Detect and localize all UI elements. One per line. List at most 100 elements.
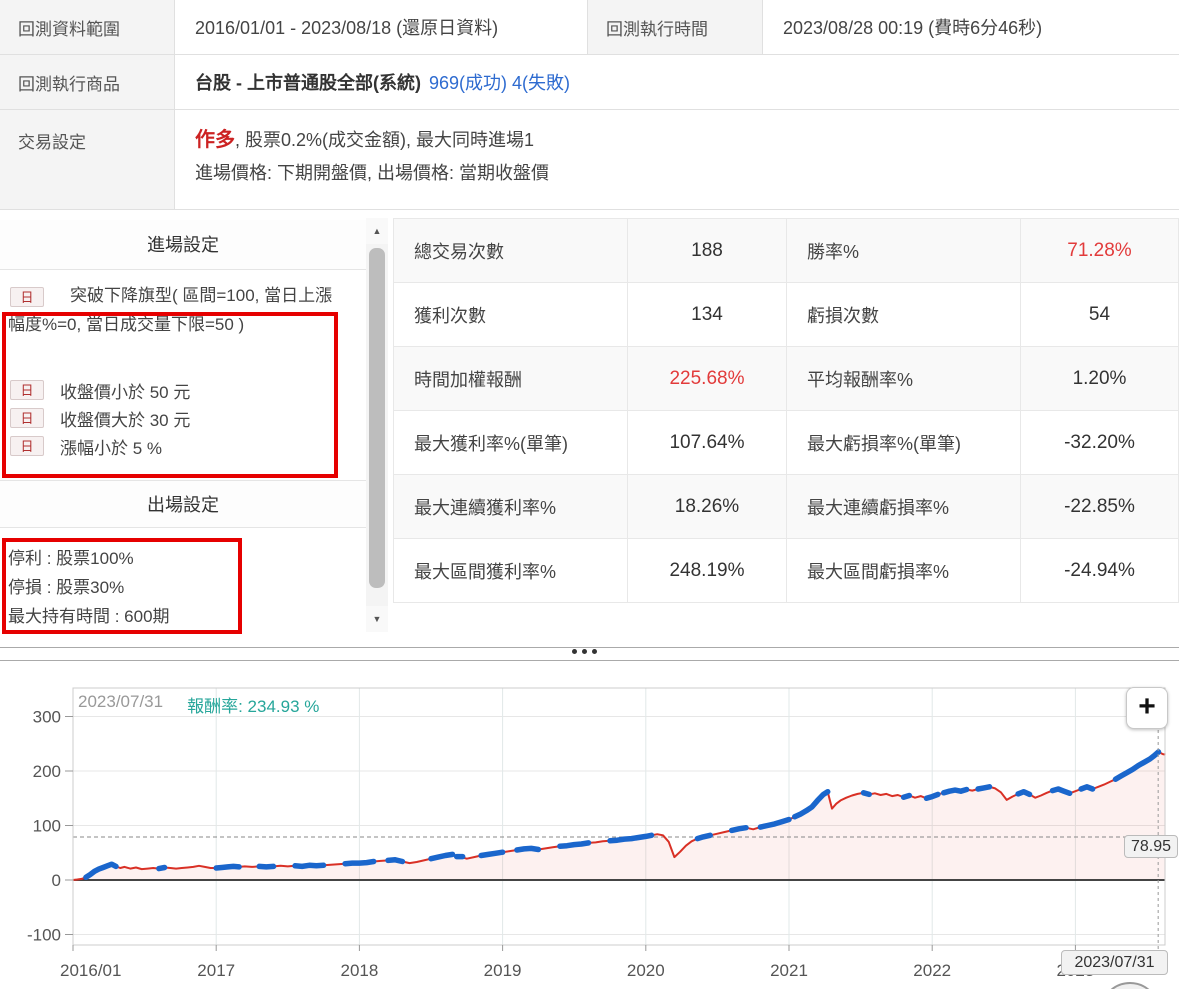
stat-label: 時間加權報酬: [394, 347, 628, 411]
exit-settings-text: 停利 : 股票100% 停損 : 股票30% 最大持有時間 : 600期: [8, 544, 170, 631]
stat-value: -32.20%: [1021, 411, 1179, 475]
exit-annotation-box: [2, 538, 242, 634]
trade-marker-segment: [478, 849, 506, 859]
stat-label: 最大區間虧損率%: [787, 539, 1021, 603]
entry-condition-row[interactable]: 日收盤價小於 50 元: [10, 378, 190, 402]
trade-marker-segment: [292, 862, 327, 870]
splitter-line-bottom: [0, 660, 1179, 661]
trade-marker-segment: [791, 788, 831, 820]
stat-value: 1.20%: [1021, 347, 1179, 411]
x-tick-label: 2016/01: [60, 961, 121, 980]
direction-long: 作多: [195, 129, 235, 151]
trade-marker-segment: [757, 816, 792, 830]
tooltip-date: 2023/07/31: [78, 692, 164, 711]
trade-marker-segment: [900, 792, 913, 800]
stat-value: 188: [628, 219, 787, 283]
panel-scrollbar[interactable]: ▲ ▼: [366, 218, 388, 632]
stats-row: 最大連續獲利率% 18.26% 最大連續虧損率% -22.85%: [394, 475, 1179, 539]
instrument-name: 台股 - 上市普通股全部(系統): [195, 73, 421, 93]
stat-label: 獲利次數: [394, 283, 628, 347]
equity-chart-section: 300 200 100 0 -100 2016/01 2017 2018 2019 2020 202…: [0, 666, 1179, 989]
entry-condition-row[interactable]: 日收盤價大於 30 元: [10, 406, 190, 430]
stat-value: -22.85%: [1021, 475, 1179, 539]
stats-row: 總交易次數 188 勝率% 71.28%: [394, 219, 1179, 283]
stat-label: 最大獲利率%(單筆): [394, 411, 628, 475]
stat-label: 平均報酬率%: [787, 347, 1021, 411]
y-tick-label: 300: [33, 708, 61, 727]
ref-value-flag: 78.95: [1124, 835, 1178, 858]
zoom-in-button[interactable]: +: [1126, 687, 1168, 729]
label-trade-settings: 交易設定: [0, 110, 175, 210]
condition-label: 漲幅小於 5 %: [60, 438, 163, 458]
success-fail-link[interactable]: 969(成功) 4(失敗): [428, 73, 571, 93]
trade-marker-segment: [557, 840, 592, 849]
scroll-up-button[interactable]: ▲: [366, 218, 388, 244]
stat-value: 134: [628, 283, 787, 347]
trade-marker-segment: [694, 832, 713, 842]
stat-value: -24.94%: [1021, 539, 1179, 603]
stats-row: 最大獲利率%(單筆) 107.64% 最大虧損率%(單筆) -32.20%: [394, 411, 1179, 475]
day-frequency-badge: 日: [10, 287, 44, 307]
trade-marker-segment: [923, 791, 941, 802]
stat-value: 18.26%: [628, 475, 787, 539]
trade-marker-segment: [342, 858, 377, 867]
trade-marker-segment: [1112, 749, 1162, 782]
stat-label: 勝率%: [787, 219, 1021, 283]
trade-marker-segment: [607, 832, 655, 844]
day-frequency-badge: 日: [10, 436, 44, 456]
trade-marker-segment: [514, 845, 542, 853]
splitter-line-top: [0, 647, 1179, 648]
day-frequency-badge: 日: [10, 408, 44, 428]
trade-marker-segment: [385, 857, 406, 865]
stat-label: 最大區間獲利率%: [394, 539, 628, 603]
stat-label: 最大虧損率%(單筆): [787, 411, 1021, 475]
x-tick-label: 2018: [340, 961, 378, 980]
splitter-drag-handle[interactable]: [572, 649, 597, 654]
x-tick-label: 2020: [627, 961, 665, 980]
trade-marker-segment: [428, 851, 456, 862]
entry-condition-row[interactable]: 日漲幅小於 5 %: [10, 434, 162, 458]
trade-marker-segment: [940, 786, 970, 796]
trade-marker-segment: [156, 864, 168, 872]
x-tick-label: 2021: [770, 961, 808, 980]
entry-settings-header: 進場設定: [0, 220, 366, 270]
label-run-time: 回測執行時間: [588, 0, 763, 55]
x-tick-label: 2017: [197, 961, 235, 980]
y-tick-label: 0: [52, 871, 61, 890]
trade-marker-segment: [728, 824, 749, 834]
return-chart: 300 200 100 0 -100 2016/01 2017 2018 2019 2020 202…: [27, 687, 1166, 980]
value-data-range: 2016/01/01 - 2023/08/18 (還原日資料): [175, 0, 588, 55]
stat-value: 248.19%: [628, 539, 787, 603]
y-tick-label: 100: [33, 817, 61, 836]
stat-label: 最大連續獲利率%: [394, 475, 628, 539]
scrollbar-thumb[interactable]: [369, 248, 385, 588]
trade-marker-segment: [1078, 784, 1096, 792]
value-trade-settings: 作多, 股票0.2%(成交金額), 最大同時進場1 進場價格: 下期開盤價, 出…: [175, 110, 1179, 210]
scroll-down-button[interactable]: ▼: [366, 606, 388, 632]
entry-strategy-item[interactable]: 突破下降旗型( 區間=100, 當日上漲幅度%=0, 當日成交量下限=50 ): [8, 286, 333, 334]
trade-marker-segment: [975, 784, 993, 792]
x-tick-label: 2019: [484, 961, 522, 980]
entry-annotation-box: [2, 312, 338, 478]
label-instruments: 回測執行商品: [0, 55, 175, 110]
stats-row: 獲利次數 134 虧損次數 54: [394, 283, 1179, 347]
stat-label: 最大連續虧損率%: [787, 475, 1021, 539]
chart-tooltip: 2023/07/31 報酬率: 234.93 %: [78, 692, 319, 717]
stat-value: 54: [1021, 283, 1179, 347]
stats-row: 時間加權報酬 225.68% 平均報酬率% 1.20%: [394, 347, 1179, 411]
trade-marker-segment: [1049, 786, 1073, 797]
exit-rule-line: 最大持有時間 : 600期: [8, 607, 170, 626]
exit-rule-line: 停損 : 股票30%: [8, 578, 125, 597]
exit-rule-line: 停利 : 股票100%: [8, 549, 134, 568]
day-frequency-badge: 日: [10, 380, 44, 400]
stat-value: 107.64%: [628, 411, 787, 475]
tooltip-return-value: 報酬率: 234.93 %: [187, 697, 320, 716]
crosshair-date-flag: 2023/07/31: [1061, 950, 1168, 975]
trade-marker-segment: [1015, 788, 1033, 798]
trade-marker-segment: [256, 863, 277, 870]
label-data-range: 回測資料範圍: [0, 0, 175, 55]
stats-row: 最大區間獲利率% 248.19% 最大區間虧損率% -24.94%: [394, 539, 1179, 603]
exit-settings-header: 出場設定: [0, 480, 366, 528]
stats-table: 總交易次數 188 勝率% 71.28% 獲利次數 134 虧損次數 54 時間加權報酬 225.…: [393, 218, 1179, 603]
